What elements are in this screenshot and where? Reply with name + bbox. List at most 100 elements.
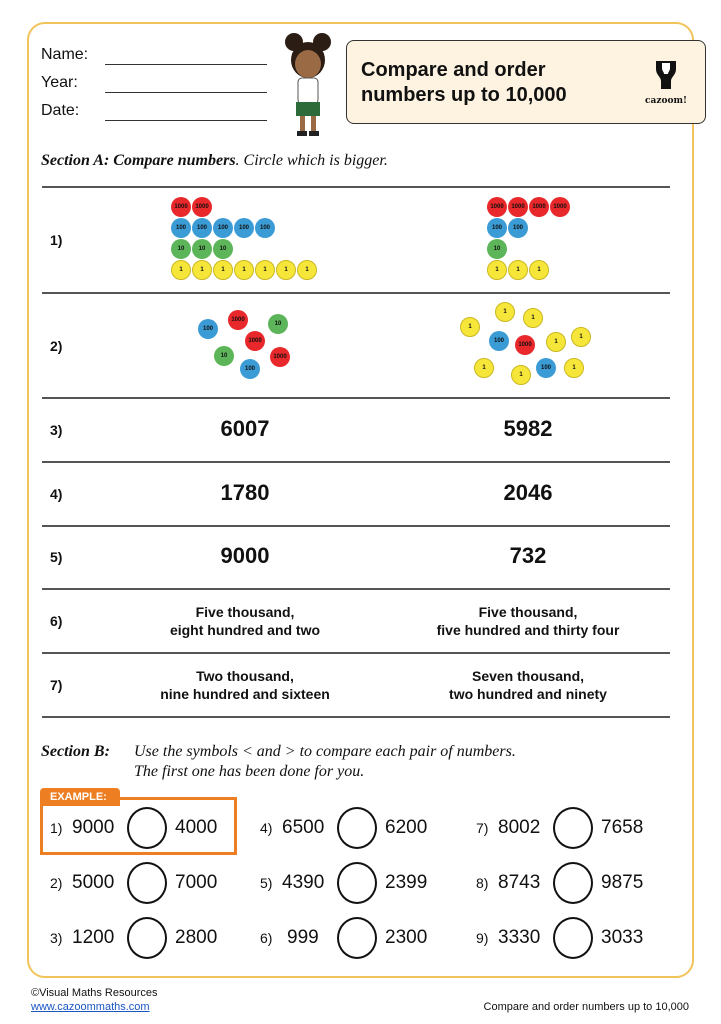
counter-100: 100 — [240, 359, 260, 379]
divider — [42, 461, 670, 463]
name-field[interactable] — [105, 64, 267, 65]
question-number: 3) — [50, 422, 63, 438]
answer-circle[interactable] — [127, 807, 167, 849]
number-a: 8002 — [498, 817, 541, 838]
counter-10: 10 — [213, 239, 233, 259]
name-label: Name: — [41, 46, 89, 63]
counter-1000: 1000 — [515, 335, 535, 355]
counter-1: 1 — [546, 332, 566, 352]
answer-circle[interactable] — [127, 862, 167, 904]
divider — [42, 716, 670, 718]
left-number[interactable]: 9000 — [220, 543, 270, 568]
item-number: 9) — [476, 930, 489, 946]
right-number[interactable]: 5982 — [503, 416, 553, 441]
number-b: 7658 — [601, 817, 644, 838]
number-b: 3033 — [601, 927, 644, 948]
item-number: 8) — [476, 875, 489, 891]
section-b-heading: Section B: Use the symbols < and > to co… — [41, 743, 516, 780]
counter-100: 100 — [489, 331, 509, 351]
number-a: 4390 — [282, 872, 325, 893]
counter-10: 10 — [214, 346, 234, 366]
divider — [42, 186, 670, 188]
right-number[interactable]: 732 — [509, 543, 547, 568]
cazoom-logo: cazoom! — [641, 59, 691, 106]
counter-1: 1 — [255, 260, 275, 280]
counter-1: 1 — [276, 260, 296, 280]
counter-1: 1 — [192, 260, 212, 280]
counter-1000: 1000 — [171, 197, 191, 217]
number-b: 9875 — [601, 872, 644, 893]
number-a: 9000 — [72, 817, 115, 838]
website-link[interactable]: www.cazoommaths.com — [31, 1001, 150, 1013]
number-a: 1200 — [72, 927, 115, 948]
worksheet-title: Compare and order numbers up to 10,000 — [361, 59, 567, 106]
answer-circle[interactable] — [337, 917, 377, 959]
item-number: 4) — [260, 820, 273, 836]
counter-1: 1 — [511, 365, 531, 385]
section-a-heading: Section A: Compare numbers. Circle which… — [41, 152, 388, 169]
right-words[interactable]: Seven thousand, two hundred and ninety — [449, 668, 607, 702]
right-words[interactable]: Five thousand, five hundred and thirty fo… — [436, 604, 620, 638]
counter-1000: 1000 — [508, 197, 528, 217]
counter-100: 100 — [536, 358, 556, 378]
date-label: Date: — [41, 102, 80, 119]
counter-1000: 1000 — [529, 197, 549, 217]
counter-100: 100 — [213, 218, 233, 238]
counter-1: 1 — [564, 358, 584, 378]
item-number: 2) — [50, 875, 63, 891]
counter-1: 1 — [571, 327, 591, 347]
answer-circle[interactable] — [337, 862, 377, 904]
question-number: 1) — [50, 232, 63, 248]
counter-100: 100 — [192, 218, 212, 238]
counter-1000: 1000 — [245, 331, 265, 351]
answer-circle[interactable] — [553, 862, 593, 904]
question-number: 5) — [50, 549, 63, 565]
example-box — [40, 797, 237, 855]
item-number: 1) — [50, 820, 63, 836]
counter-1: 1 — [171, 260, 191, 280]
counter-1: 1 — [529, 260, 549, 280]
counter-1: 1 — [474, 358, 494, 378]
counter-100: 100 — [487, 218, 507, 238]
counter-1: 1 — [234, 260, 254, 280]
left-number[interactable]: 1780 — [220, 480, 270, 505]
counter-1000: 1000 — [192, 197, 212, 217]
number-b: 7000 — [175, 872, 218, 893]
number-b: 2300 — [385, 927, 428, 948]
counter-1000: 1000 — [487, 197, 507, 217]
answer-circle[interactable] — [337, 807, 377, 849]
item-number: 3) — [50, 930, 63, 946]
counter-1000: 1000 — [550, 197, 570, 217]
year-label: Year: — [41, 74, 78, 91]
counter-100: 100 — [508, 218, 528, 238]
counter-10: 10 — [487, 239, 507, 259]
counter-1000: 1000 — [228, 310, 248, 330]
right-number[interactable]: 2046 — [503, 480, 553, 505]
answer-circle[interactable] — [553, 807, 593, 849]
counter-1: 1 — [523, 308, 543, 328]
counter-100: 100 — [198, 319, 218, 339]
counter-1000: 1000 — [270, 347, 290, 367]
year-field[interactable] — [105, 92, 267, 93]
number-a: 3330 — [498, 927, 541, 948]
question-number: 2) — [50, 338, 63, 354]
answer-circle[interactable] — [553, 917, 593, 959]
question-number: 7) — [50, 677, 63, 693]
number-b: 2399 — [385, 872, 428, 893]
date-field[interactable] — [105, 120, 267, 121]
left-words[interactable]: Five thousand, eight hundred and two — [169, 604, 321, 638]
divider — [42, 652, 670, 654]
answer-circle[interactable] — [127, 917, 167, 959]
logo-icon — [656, 61, 676, 89]
left-number[interactable]: 6007 — [220, 416, 270, 441]
girl-illustration — [285, 33, 331, 136]
left-words[interactable]: Two thousand, nine hundred and sixteen — [160, 668, 330, 702]
counter-1: 1 — [297, 260, 317, 280]
title-box: Compare and order numbers up to 10,000 c… — [346, 40, 706, 124]
counter-1: 1 — [460, 317, 480, 337]
counter-10: 10 — [171, 239, 191, 259]
question-number: 6) — [50, 613, 63, 629]
number-a: 999 — [287, 927, 319, 948]
item-number: 5) — [260, 875, 273, 891]
counter-100: 100 — [171, 218, 191, 238]
